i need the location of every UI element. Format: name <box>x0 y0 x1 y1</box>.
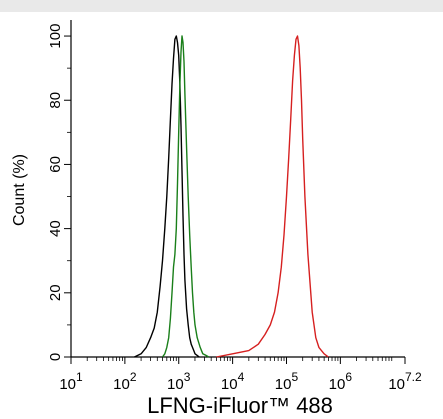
x-tick-label: 102 <box>113 370 137 393</box>
x-tick-label: 101 <box>59 370 83 393</box>
x-axis-label: LFNG-iFluor™ 488 <box>147 393 333 418</box>
y-tick-label: 40 <box>47 220 64 237</box>
y-tick-label: 80 <box>47 92 64 109</box>
top-bar <box>0 0 443 12</box>
series-line-2 <box>161 35 210 358</box>
x-tick-label: 106 <box>329 370 353 393</box>
series-line-1 <box>134 35 200 358</box>
x-tick-label: 104 <box>221 370 245 393</box>
series-line-3 <box>216 35 329 358</box>
y-tick-label: 100 <box>47 24 64 49</box>
y-ticks-group: 0 20 40 60 80 100 <box>47 24 71 361</box>
x-ticks-group: 101 102 103 104 105 106 107.2 <box>59 357 422 393</box>
x-tick-label: 103 <box>167 370 191 393</box>
y-axis-label: Count (%) <box>11 154 28 226</box>
series-group <box>134 35 329 358</box>
y-tick-label: 20 <box>47 284 64 301</box>
y-tick-label: 0 <box>47 353 64 361</box>
x-tick-label: 107.2 <box>388 370 422 393</box>
x-tick-label: 105 <box>275 370 299 393</box>
y-tick-label: 60 <box>47 156 64 173</box>
